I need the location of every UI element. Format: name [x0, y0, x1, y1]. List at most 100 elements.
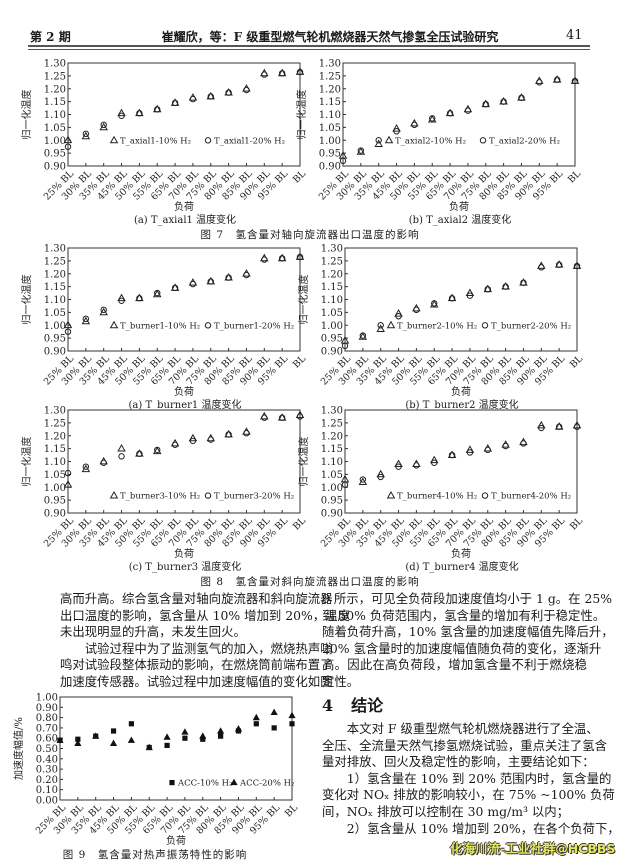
triangle-marker — [358, 332, 368, 340]
circle-marker — [207, 436, 214, 443]
circle-marker — [448, 295, 456, 302]
circle-marker — [154, 446, 161, 454]
circle-marker — [278, 255, 286, 262]
y-tick-label: 1.05 — [321, 470, 343, 481]
y-axis-label: 归一化温度 — [20, 275, 33, 325]
running-title: 崔耀欣，等：F 级重型燃气轮机燃烧器天然气掺氢全压试验研究 — [161, 30, 499, 44]
plot-frame — [67, 247, 301, 352]
text-line: 随着负荷升高，10% 氢含量的加速度幅值先降后升， — [322, 624, 614, 640]
text-line: 9 所示，可见全负荷段加速度值均小于 1 g。在 25% — [322, 591, 613, 606]
page-number: 41 — [566, 28, 583, 43]
circle-marker — [82, 130, 90, 138]
triangle-marker — [117, 444, 126, 452]
issue-number: 第 2 期 — [30, 30, 71, 44]
circle-marker — [243, 429, 250, 437]
circle-marker — [395, 463, 402, 470]
legend-label: T_burner4-10% H₂ — [397, 492, 477, 502]
square-marker — [169, 779, 175, 786]
circle-marker — [359, 332, 367, 339]
figure-8-caption: 图 8 氢含量对斜向旋流器出口温度的影响 — [200, 576, 420, 588]
circle-marker — [171, 99, 179, 107]
triangle-marker — [394, 309, 403, 317]
y-tick-label: 1.20 — [44, 431, 66, 442]
circle-marker — [536, 79, 543, 86]
square-marker — [253, 721, 259, 727]
x-tick-label: BL — [283, 802, 301, 820]
circle-marker — [261, 256, 268, 263]
y-tick-label: 1.25 — [44, 418, 66, 429]
circle-marker — [413, 306, 420, 314]
legend-item: T_axial2-20% H₂ — [479, 136, 560, 146]
y-tick-label: 0.00 — [36, 796, 58, 807]
circle-marker — [466, 449, 474, 456]
circle-marker — [500, 98, 507, 105]
legend-label: T_burner1-20% H₂ — [214, 321, 294, 331]
text-line: 定性。 — [322, 673, 360, 689]
y-tick-label: 1.05 — [44, 308, 66, 319]
legend-label: T_axial2-20% H₂ — [489, 136, 560, 146]
y-tick-label: 1.30 — [321, 406, 343, 417]
y-tick-label: 0.10 — [36, 785, 58, 796]
y-tick-label: 0.90 — [36, 703, 58, 714]
y-axis-label: 归一化温度 — [295, 90, 308, 140]
legend-item: ACC-10% H₂ — [169, 779, 232, 789]
circle-marker — [464, 107, 472, 114]
circle-marker — [189, 280, 197, 288]
chart-t-axial1: 0.90 0.95 1.00 1.05 1.10 1.15 1.20 1.25 1.30 归一化温… — [20, 55, 320, 230]
text-line: 到 50% 负荷范围内，氢含量的增加有利于稳定性。 — [322, 607, 606, 623]
left-column-text: 高而升高。综合氢含量对轴向旋流器和斜向旋流器 出口温度的影响，氢含量从 10% 增… — [60, 591, 350, 691]
circle-marker — [482, 101, 489, 108]
x-axis-label: 负荷 — [174, 387, 194, 398]
circle-marker — [136, 450, 143, 457]
text-line: 加速度传感器。试验过程中加速度幅值的变化如图 — [60, 673, 333, 689]
square-marker — [271, 725, 277, 731]
y-tick-label: 1.30 — [319, 59, 341, 70]
circle-marker — [429, 115, 436, 122]
triangle-marker — [252, 713, 260, 721]
square-marker — [164, 742, 170, 749]
legend-item: T_burner2-10% H₂ — [386, 320, 477, 331]
chart-t-burner4: 0.90 0.95 1.00 1.05 1.10 1.15 1.20 1.25 1.30 归一化温… — [297, 402, 597, 577]
y-tick-label: 0.90 — [44, 509, 66, 520]
y-tick-label: 0.90 — [44, 347, 66, 358]
x-tick-label: BL — [566, 168, 584, 186]
y-tick-label: 1.15 — [44, 97, 66, 108]
square-marker — [128, 721, 134, 727]
subfigure-caption: (c) T_burner3 温度变化 — [128, 562, 242, 573]
circle-marker — [357, 147, 365, 154]
chart-t-burner1: 0.90 0.95 1.00 1.05 1.10 1.15 1.20 1.25 1.30 归一化温… — [20, 240, 320, 415]
circle-marker — [479, 137, 487, 144]
text-line: 20% 氢含量时的加速度幅值随负荷的变化，逐渐升 — [322, 640, 602, 656]
text-line: 本文对 F 级重型燃气轮机燃烧器进行了全温、 — [346, 721, 599, 736]
y-tick-label: 0.40 — [36, 754, 58, 765]
legend-item: T_burner4-10% H₂ — [386, 490, 477, 502]
text-line: 变化对 NOₓ 排放的影响较小，在 75% ~100% 负荷 — [322, 787, 615, 803]
text-line: 出口温度的影响，氢含量从 10% 增加到 20%，温度 — [60, 607, 350, 623]
y-tick-label: 1.00 — [321, 483, 343, 494]
subfigure-caption: (b) T_axial2 温度变化 — [408, 215, 512, 226]
y-tick-label: 1.20 — [321, 431, 343, 442]
triangle-marker — [56, 736, 64, 743]
section-heading: 4 结论 — [322, 696, 401, 715]
x-axis-label: 负荷 — [174, 202, 194, 213]
legend-label: T_axial1-10% H₂ — [120, 136, 191, 146]
series-1 — [63, 67, 305, 144]
y-tick-label: 1.00 — [36, 693, 58, 704]
square-marker — [289, 721, 295, 727]
y-tick-label: 1.10 — [44, 110, 66, 121]
circle-marker — [278, 70, 286, 77]
y-tick-label: 1.25 — [321, 418, 343, 429]
subfigure-caption: (d) T_burner4 温度变化 — [405, 562, 519, 573]
legend-label: T_burner2-10% H₂ — [397, 321, 477, 331]
circle-marker — [341, 481, 349, 488]
circle-marker — [377, 322, 384, 329]
series-2 — [341, 423, 581, 488]
legend-item: T_burner2-20% H₂ — [481, 321, 571, 331]
section-title: 结论 — [351, 696, 384, 715]
text-line: 1）氢含量在 10% 到 20% 范围内时，氢含量的 — [346, 770, 612, 786]
y-tick-label: 1.30 — [44, 406, 66, 417]
text-line: 高。因此在高负荷段，增加氢含量不利于燃烧稳 — [322, 657, 587, 673]
circle-marker — [136, 295, 143, 302]
legend-label: T_burner2-20% H₂ — [491, 321, 571, 331]
circle-marker — [64, 328, 72, 335]
